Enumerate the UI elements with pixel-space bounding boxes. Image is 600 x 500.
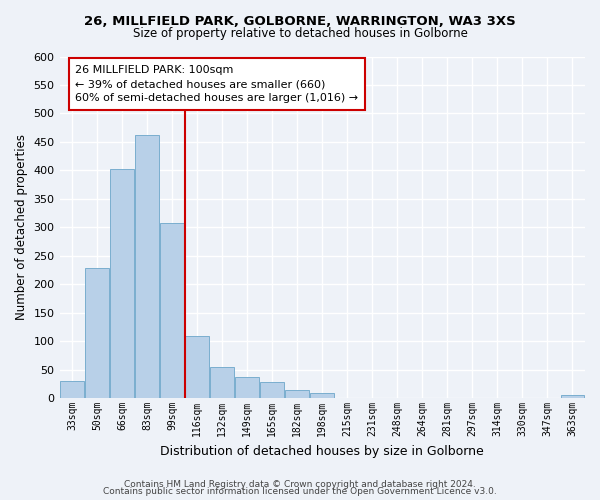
Bar	[560, 396, 584, 398]
Bar	[110, 168, 134, 398]
Bar	[260, 382, 284, 398]
Bar	[160, 224, 184, 398]
Bar	[210, 368, 234, 398]
Bar	[60, 381, 84, 398]
Text: Size of property relative to detached houses in Golborne: Size of property relative to detached ho…	[133, 28, 467, 40]
Text: 26, MILLFIELD PARK, GOLBORNE, WARRINGTON, WA3 3XS: 26, MILLFIELD PARK, GOLBORNE, WARRINGTON…	[84, 15, 516, 28]
Bar	[310, 393, 334, 398]
Text: Contains HM Land Registry data © Crown copyright and database right 2024.: Contains HM Land Registry data © Crown c…	[124, 480, 476, 489]
Bar	[235, 377, 259, 398]
Bar	[85, 268, 109, 398]
Y-axis label: Number of detached properties: Number of detached properties	[15, 134, 28, 320]
Bar	[286, 390, 309, 398]
Bar	[185, 336, 209, 398]
Text: 26 MILLFIELD PARK: 100sqm
← 39% of detached houses are smaller (660)
60% of semi: 26 MILLFIELD PARK: 100sqm ← 39% of detac…	[76, 65, 358, 103]
Bar	[135, 134, 159, 398]
Text: Contains public sector information licensed under the Open Government Licence v3: Contains public sector information licen…	[103, 488, 497, 496]
X-axis label: Distribution of detached houses by size in Golborne: Distribution of detached houses by size …	[160, 444, 484, 458]
